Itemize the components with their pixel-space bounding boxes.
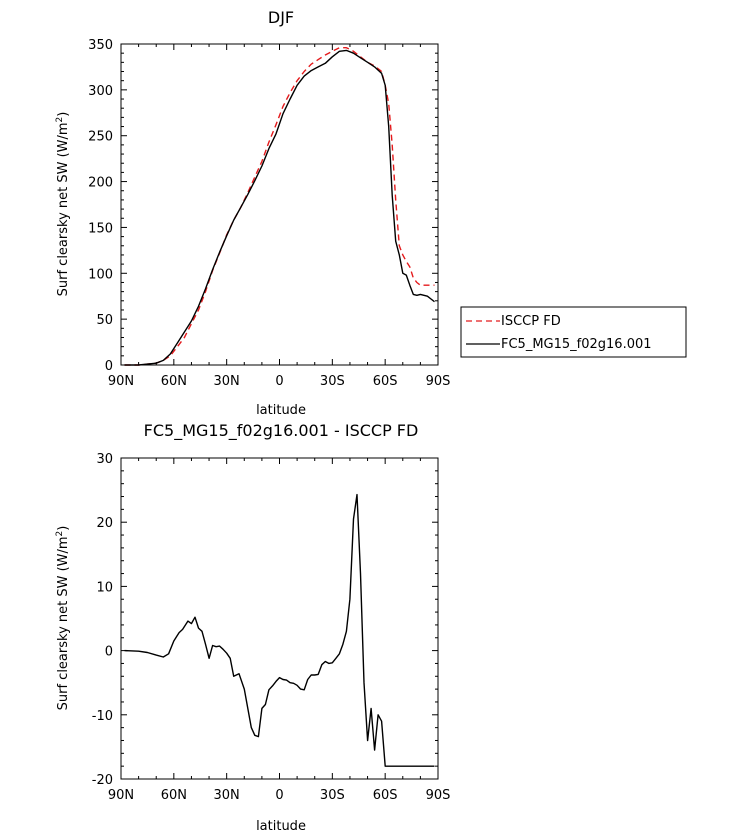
bottom-xtick-label: 90N xyxy=(108,788,134,803)
bottom-plot-frame xyxy=(120,457,439,780)
top-chart-title: DJF xyxy=(268,8,294,27)
bottom-xtick-label: 60S xyxy=(373,788,398,803)
bottom-ytick-label: -10 xyxy=(92,709,113,724)
bottom-xtick-label: 30S xyxy=(320,788,345,803)
top-ytick-label: 200 xyxy=(88,176,113,191)
top-ytick-label: 150 xyxy=(88,221,113,236)
bottom-xaxis-label: latitude xyxy=(256,819,306,834)
bottom-chart-title: FC5_MG15_f02g16.001 - ISCCP FD xyxy=(144,421,419,441)
top-xtick-label: 30S xyxy=(320,374,345,389)
top-ytick-label: 100 xyxy=(88,267,113,282)
legend: ISCCP FD FC5_MG15_f02g16.001 xyxy=(460,306,687,358)
top-xaxis-label: latitude xyxy=(256,403,306,418)
top-xtick-label: 60S xyxy=(373,374,398,389)
bottom-xtick-label: 60N xyxy=(161,788,187,803)
legend-box xyxy=(460,306,687,358)
top-xtick-label: 90N xyxy=(108,374,134,389)
top-xtick-label: 90S xyxy=(426,374,451,389)
top-xtick-label: 60N xyxy=(161,374,187,389)
top-ytick-label: 0 xyxy=(105,359,113,374)
top-ytick-label: 350 xyxy=(88,38,113,53)
top-ytick-label: 50 xyxy=(96,313,113,328)
bottom-ytick-label: 30 xyxy=(96,452,113,467)
bottom-ytick-label: 20 xyxy=(96,516,113,531)
bottom-panel: FC5_MG15_f02g16.001 - ISCCP FD 90N 60N 30N… xyxy=(55,421,450,834)
top-xtick-label: 0 xyxy=(275,374,283,389)
bottom-axis-ticks: 90N 60N 30N 0 30S 60S 90S -20 -10 0 10 20 30 xyxy=(92,452,451,803)
top-panel: DJF 90N 60N 30N 0 30S 60S 90S 0 50 100 150 200 250 30… xyxy=(55,8,687,418)
bottom-series-line-0 xyxy=(124,493,435,767)
bottom-ytick-label: 10 xyxy=(96,580,113,595)
legend-label-isccp: ISCCP FD xyxy=(501,314,561,329)
top-series-line-1 xyxy=(124,49,435,366)
top-xtick-label: 30N xyxy=(214,374,240,389)
bottom-ytick-label: 0 xyxy=(105,645,113,660)
bottom-yaxis-label: Surf clearsky net SW (W/m2) xyxy=(55,526,71,711)
top-axis-ticks: 90N 60N 30N 0 30S 60S 90S 0 50 100 150 200 250 300 350 xyxy=(88,38,450,389)
top-ytick-label: 250 xyxy=(88,130,113,145)
bottom-xtick-label: 0 xyxy=(275,788,283,803)
bottom-xtick-label: 90S xyxy=(426,788,451,803)
legend-label-model: FC5_MG15_f02g16.001 xyxy=(501,337,652,352)
top-yaxis-label: Surf clearsky net SW (W/m2) xyxy=(55,112,71,297)
top-series-group xyxy=(124,47,435,366)
bottom-xtick-label: 30N xyxy=(214,788,240,803)
top-series-line-0 xyxy=(124,47,435,366)
top-plot-frame xyxy=(120,43,439,366)
top-ytick-label: 300 xyxy=(88,84,113,99)
bottom-ytick-label: -20 xyxy=(92,773,113,788)
bottom-series-group xyxy=(124,493,435,767)
